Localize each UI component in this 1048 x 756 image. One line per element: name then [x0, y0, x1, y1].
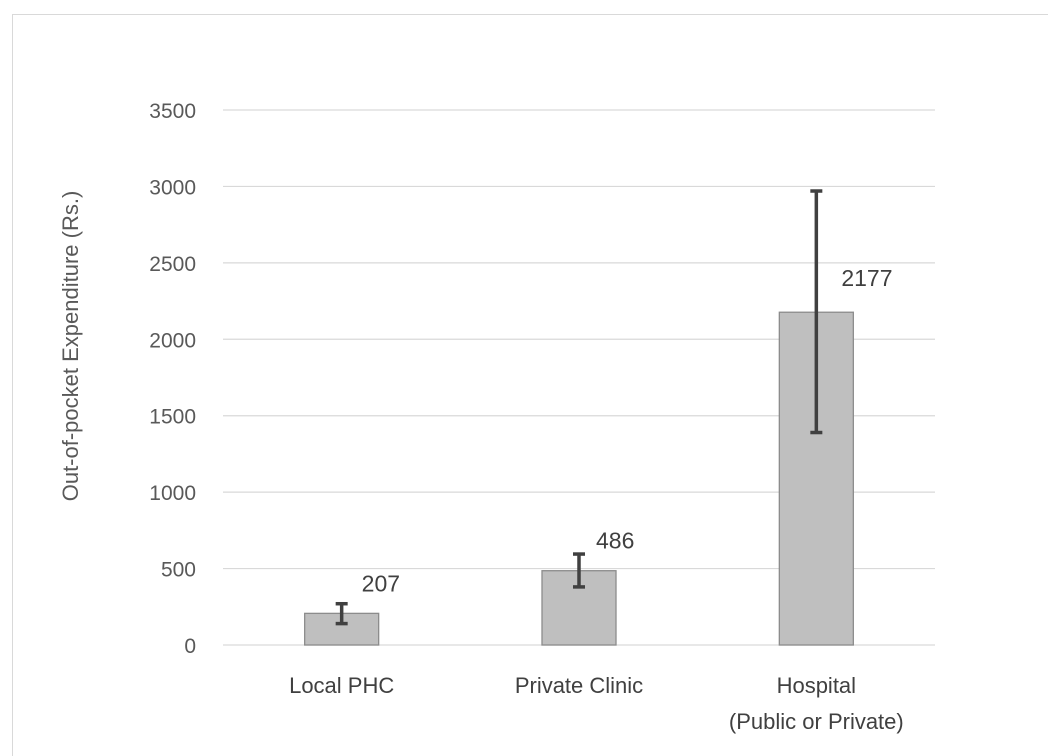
y-tick-label: 0	[184, 635, 196, 658]
error-bar	[573, 552, 585, 589]
x-category-label: Private Clinic	[515, 673, 643, 698]
y-tick-label: 3500	[149, 100, 196, 123]
data-labels: 207 486 2177	[362, 265, 893, 596]
y-tick-label: 2500	[149, 253, 196, 276]
y-axis-ticks: 0 500 1000 1500 2000 2500 3000 3500	[149, 100, 196, 658]
y-axis-label: Out-of-pocket Expenditure (Rs.)	[58, 191, 83, 502]
data-label: 207	[362, 570, 400, 596]
y-tick-label: 500	[161, 559, 196, 582]
x-category-label: Hospital (Public or Private)	[729, 673, 904, 734]
error-bars	[335, 189, 823, 626]
bar	[541, 570, 617, 646]
y-tick-label: 2000	[149, 329, 196, 352]
y-tick-label: 1500	[149, 406, 196, 429]
error-bar	[810, 189, 823, 435]
data-label: 2177	[841, 265, 892, 291]
y-tick-label: 1000	[149, 482, 196, 505]
error-bar	[335, 601, 348, 626]
chart-frame	[12, 14, 1048, 756]
x-category-label: Local PHC	[289, 673, 394, 698]
x-axis-categories: Local PHC Private Clinic Hospital (Public o…	[289, 673, 904, 734]
y-tick-label: 3000	[149, 176, 196, 199]
data-label: 486	[596, 528, 634, 554]
